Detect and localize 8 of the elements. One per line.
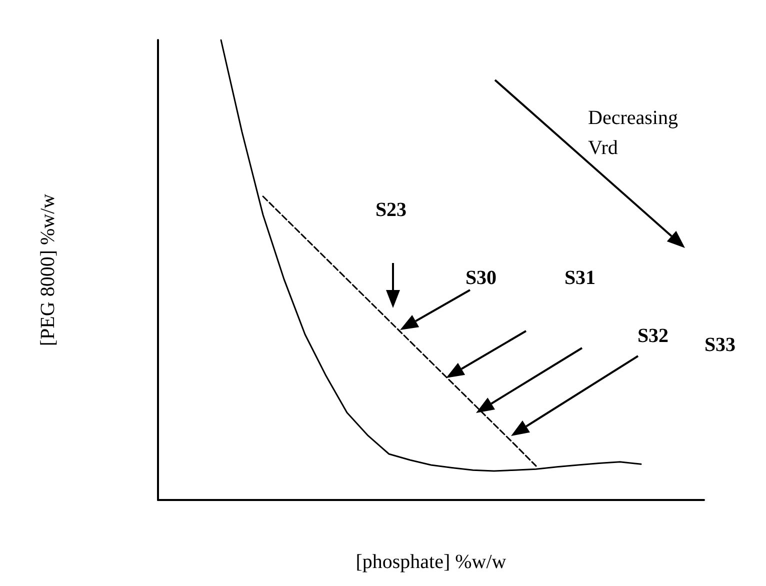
- annotation: Decreasing Vrd: [588, 107, 678, 159]
- annotation: S23: [375, 199, 407, 221]
- annotation: S30: [465, 267, 497, 289]
- y-axis-title: [PEG 8000] %w/w: [37, 193, 59, 346]
- x-axis-title: [phosphate] %w/w: [356, 551, 507, 573]
- text: S33: [704, 334, 736, 356]
- annotation: S32: [637, 325, 669, 347]
- annotation: S31: [564, 267, 596, 289]
